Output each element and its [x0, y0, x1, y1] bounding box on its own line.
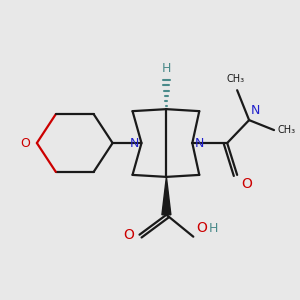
Text: O: O: [124, 228, 134, 242]
Text: CH₃: CH₃: [277, 125, 295, 135]
Text: N: N: [251, 104, 260, 117]
Text: H: H: [162, 62, 171, 75]
Text: N: N: [130, 136, 140, 149]
Text: H: H: [208, 222, 218, 235]
Text: O: O: [20, 136, 30, 149]
Text: O: O: [241, 177, 252, 191]
Text: CH₃: CH₃: [226, 74, 244, 84]
Polygon shape: [162, 177, 171, 215]
Text: O: O: [196, 221, 207, 235]
Text: N: N: [194, 136, 204, 149]
